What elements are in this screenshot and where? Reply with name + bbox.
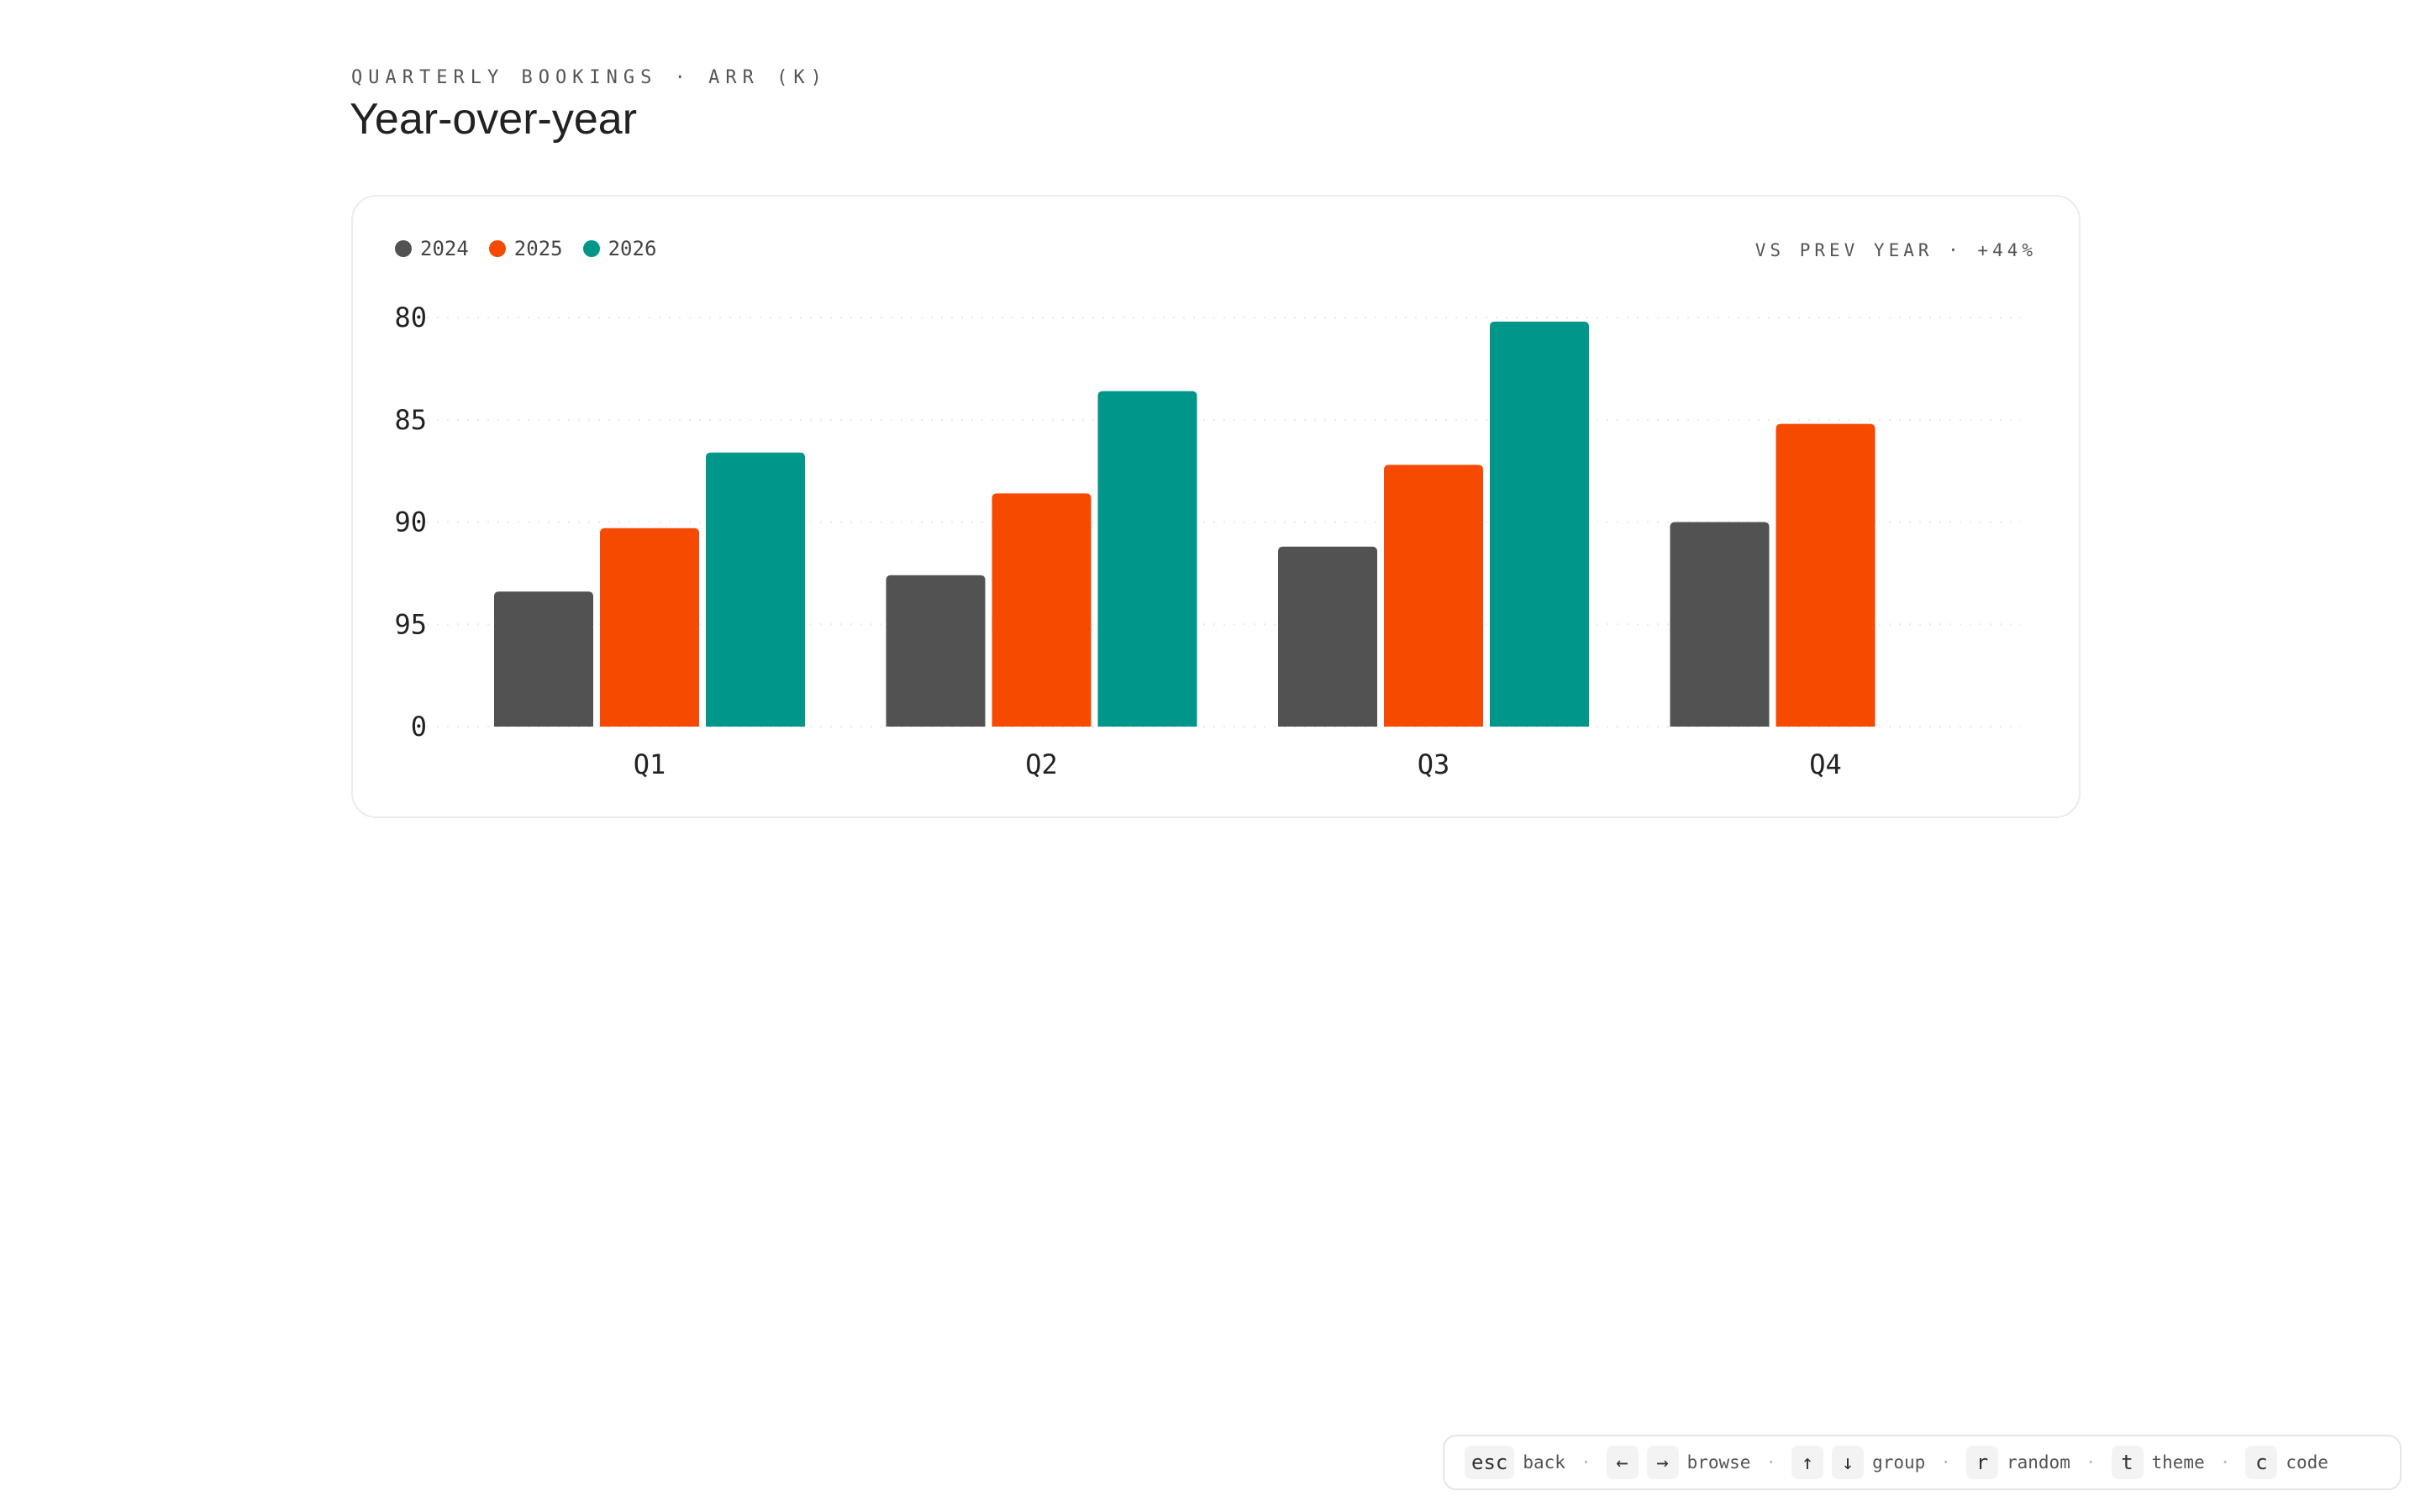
y-tick-label: 80 xyxy=(394,302,427,333)
key-code-0[interactable]: c xyxy=(2245,1446,2278,1479)
shortcut-label-browse: browse xyxy=(1686,1452,1751,1473)
separator: · xyxy=(1940,1452,1951,1473)
key-group-0[interactable]: ↑ xyxy=(1791,1446,1824,1479)
page-title: Year-over-year xyxy=(350,95,638,144)
shortcut-label-random: random xyxy=(2006,1452,2070,1473)
legend-item-2026: 2026 xyxy=(582,237,657,260)
bar-2026-Q1 xyxy=(706,452,805,727)
shortcut-label-code: code xyxy=(2286,1452,2328,1473)
legend-swatch xyxy=(488,240,506,257)
y-tick-label: 95 xyxy=(394,608,427,640)
legend-swatch xyxy=(395,240,412,257)
key-random-0[interactable]: r xyxy=(1965,1446,1998,1479)
bar-2024-Q2 xyxy=(886,575,986,727)
bar-2025-Q3 xyxy=(1384,465,1483,727)
x-tick-label: Q2 xyxy=(1025,748,1058,780)
bar-2025-Q1 xyxy=(600,528,699,727)
separator: · xyxy=(2085,1452,2096,1473)
legend-item-2025: 2025 xyxy=(488,237,563,260)
y-tick-label: 85 xyxy=(394,404,427,436)
key-browse-1[interactable]: → xyxy=(1646,1446,1679,1479)
comparison-label: VS PREV YEAR · +44% xyxy=(1754,240,2037,260)
bar-chart: 80 85 90 95 0 Q1 Q2 Q3 Q4 xyxy=(394,302,2021,780)
y-tick-label: 0 xyxy=(411,711,427,743)
legend-label: 2026 xyxy=(608,237,657,260)
y-tick-label: 90 xyxy=(394,507,427,538)
legend-item-2024: 2024 xyxy=(395,237,469,260)
bar-2024-Q4 xyxy=(1670,522,1770,727)
bar-2026-Q3 xyxy=(1490,321,1589,727)
x-tick-label: Q3 xyxy=(1418,748,1450,780)
chart-eyebrow: QUARTERLY BOOKINGS · ARR (K) xyxy=(351,67,828,88)
x-tick-label: Q4 xyxy=(1809,748,1842,780)
separator: · xyxy=(2219,1452,2231,1473)
key-theme-0[interactable]: t xyxy=(2111,1446,2144,1479)
bar-2024-Q1 xyxy=(494,591,593,727)
bar-2026-Q2 xyxy=(1097,391,1197,727)
x-tick-label: Q1 xyxy=(634,748,666,780)
key-browse-0[interactable]: ← xyxy=(1606,1446,1639,1479)
bar-2025-Q2 xyxy=(992,493,1092,727)
shortcut-label-group: group xyxy=(1872,1452,1926,1473)
separator: · xyxy=(1765,1452,1777,1473)
legend-swatch xyxy=(582,240,600,257)
legend: 2024 2025 2026 xyxy=(395,237,656,260)
bar-2025-Q4 xyxy=(1776,423,1876,727)
separator: · xyxy=(1580,1452,1591,1473)
keyboard-shortcuts-bar: esc back · ← → browse · ↑ ↓ group · r random · t theme ·… xyxy=(1443,1435,2402,1490)
legend-label: 2024 xyxy=(420,237,469,260)
key-back-0[interactable]: esc xyxy=(1465,1446,1515,1479)
shortcut-label-back: back xyxy=(1523,1452,1565,1473)
key-group-1[interactable]: ↓ xyxy=(1832,1446,1865,1479)
legend-label: 2025 xyxy=(513,237,563,260)
chart-card: 2024 2025 2026 VS PREV YEAR · +44% 80 85 9… xyxy=(351,195,2081,818)
bar-2024-Q3 xyxy=(1278,546,1377,727)
shortcut-label-theme: theme xyxy=(2151,1452,2205,1473)
